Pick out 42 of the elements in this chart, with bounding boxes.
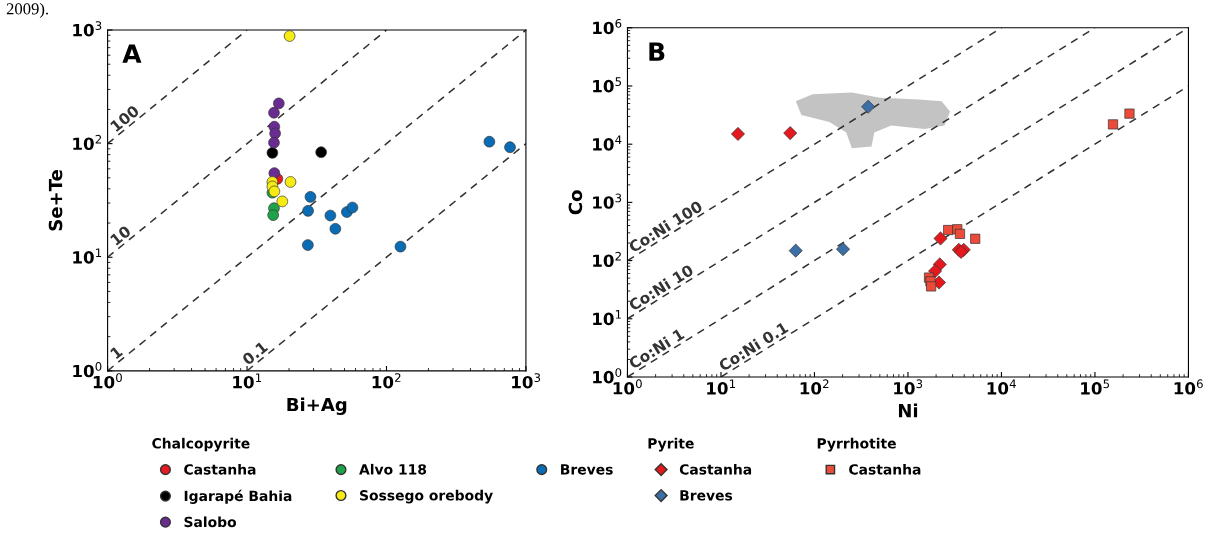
- y-tick-label: 10$^{4}$: [593, 135, 622, 151]
- x-tick-label: 10$^{0}$: [613, 379, 642, 395]
- text: 2009).: [6, 2, 48, 18]
- legend-label: Breves: [561, 464, 613, 475]
- legend-label: Sossego orebody: [360, 489, 493, 504]
- x-axis-title: Ni: [898, 403, 918, 418]
- legend-label: Alvo 118: [359, 463, 427, 475]
- text: Pyrite: [648, 437, 694, 452]
- y-tick-label: 10$^{6}$: [593, 18, 622, 35]
- legend-label: Igarapé Bahia: [184, 489, 292, 504]
- x-axis-title: Bi+Ag: [287, 397, 347, 416]
- x-tick-label: 10$^{2}$: [372, 373, 401, 389]
- x-tick-label: 10$^{3}$: [512, 373, 541, 389]
- legend-label: Castanha: [849, 463, 921, 475]
- text: Pyrrhotite: [817, 437, 896, 452]
- y-tick-label: 10$^{2}$: [593, 251, 621, 268]
- x-tick-label: 10$^{2}$: [800, 379, 829, 395]
- y-tick-label: 10$^{3}$: [73, 21, 102, 37]
- y-tick-label: 10$^{1}$: [73, 248, 102, 264]
- legend-label: Salobo: [184, 516, 237, 528]
- y-tick-label: 10$^{2}$: [73, 134, 102, 151]
- y-axis-title: Se+Te: [48, 170, 63, 231]
- x-tick-label: 10$^{0}$: [93, 373, 122, 389]
- y-axis-title: Co: [568, 190, 583, 215]
- x-tick-label: 10$^{5}$: [1081, 379, 1110, 395]
- y-tick-label: 10$^{3}$: [593, 193, 622, 209]
- x-tick-label: 10$^{1}$: [233, 373, 262, 389]
- x-tick-label: 10$^{4}$: [987, 379, 1016, 395]
- y-tick-label: 10$^{1}$: [593, 310, 621, 326]
- legend-label: Castanha: [184, 463, 256, 475]
- x-tick-label: 10$^{3}$: [894, 379, 923, 395]
- y-tick-label: 10$^{5}$: [593, 77, 622, 93]
- legend-title: Chalcopyrite: [152, 437, 250, 452]
- chart-title: B: [649, 42, 665, 61]
- x-tick-label: 10$^{6}$: [1174, 379, 1203, 395]
- annotation: 10: [109, 224, 132, 246]
- chart-title: A: [122, 44, 142, 63]
- legend-label: Castanha: [679, 463, 752, 475]
- legend-label: Breves: [680, 490, 733, 501]
- annotation: 0.1: [241, 340, 269, 366]
- x-tick-label: 10$^{1}$: [707, 379, 735, 395]
- annotation: 1: [109, 345, 124, 360]
